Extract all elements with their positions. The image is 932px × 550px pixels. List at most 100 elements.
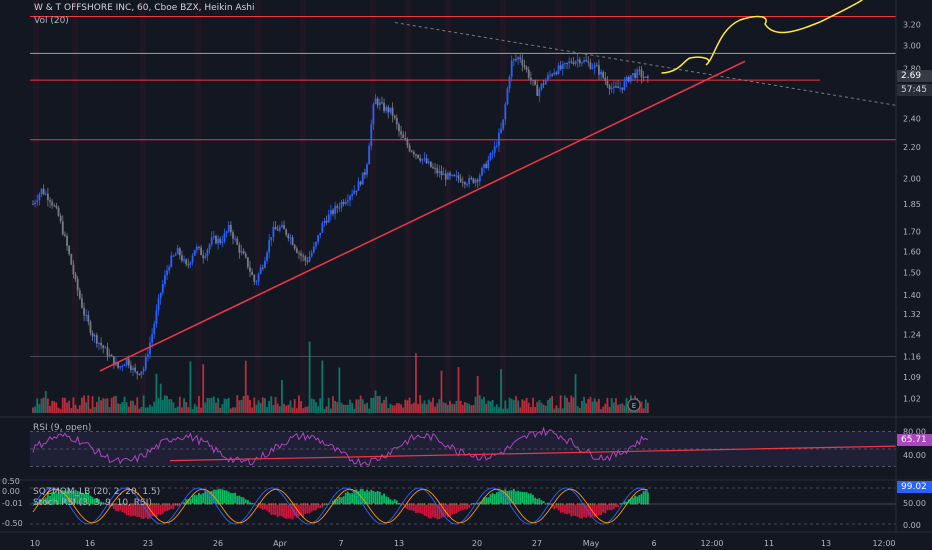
candle-body — [32, 203, 34, 205]
squeeze-histogram-bar — [640, 493, 643, 504]
volume-bar — [129, 400, 132, 413]
squeeze-dot — [283, 503, 285, 505]
time-tick-label: 13 — [394, 539, 404, 548]
candle-body — [74, 274, 77, 280]
squeeze-dot — [74, 503, 77, 505]
candle-body — [491, 152, 494, 154]
candle-body — [76, 279, 79, 291]
squeeze-dot — [270, 503, 272, 505]
candle-body — [395, 117, 398, 125]
candle-body — [255, 281, 258, 283]
squeeze-histogram-bar — [72, 490, 75, 504]
candle-body — [46, 193, 49, 201]
candle-body — [638, 69, 641, 71]
squeeze-histogram-bar — [349, 493, 351, 504]
squeeze-dot — [313, 503, 315, 505]
price-pane[interactable]: E — [30, 0, 897, 415]
candle-body — [312, 246, 315, 253]
squeeze-histogram-bar — [612, 504, 615, 509]
squeeze-dot — [262, 503, 264, 505]
candle-body — [459, 178, 462, 182]
squeeze-dot — [647, 503, 649, 505]
candle-body — [289, 237, 292, 239]
candle-body — [174, 254, 177, 256]
volume-bar — [74, 404, 77, 413]
candle-body — [127, 358, 130, 366]
squeeze-momentum-pane[interactable] — [30, 487, 896, 525]
squeeze-histogram-bar — [429, 504, 432, 519]
squeeze-histogram-bar — [78, 491, 81, 504]
volume-bar — [172, 402, 175, 413]
volume-bar — [406, 400, 409, 413]
candle-body — [563, 62, 566, 65]
squeeze-dot — [391, 503, 394, 505]
candle-body — [436, 168, 439, 174]
volume-bar — [423, 400, 426, 413]
squeeze-dot — [151, 503, 153, 505]
squeeze-dot — [249, 503, 251, 505]
squeeze-histogram-bar — [185, 499, 188, 504]
time-tick-label: 10 — [30, 539, 40, 548]
squeeze-dot — [436, 503, 438, 505]
squeeze-histogram-bar — [370, 489, 373, 504]
candle-body — [208, 244, 211, 250]
volume-bar — [317, 406, 319, 413]
rsi-pane[interactable] — [30, 426, 897, 467]
squeeze-dot — [611, 503, 613, 505]
squeeze-histogram-bar — [293, 504, 296, 517]
candle-body — [212, 235, 215, 238]
squeeze-dot — [59, 503, 62, 505]
candle-body — [336, 206, 339, 208]
candle-body — [419, 158, 422, 161]
squeeze-dot — [351, 503, 353, 505]
volume-bar — [529, 407, 532, 413]
volume-bar — [446, 405, 449, 413]
candle-body — [270, 237, 273, 241]
volume-bar — [283, 403, 285, 413]
squeeze-dot — [242, 503, 245, 505]
squeeze-dot — [187, 503, 190, 505]
squeeze-dot — [338, 503, 341, 505]
squeeze-histogram-bar — [344, 492, 347, 504]
session-band — [555, 0, 561, 415]
squeeze-histogram-bar — [317, 504, 319, 509]
squeeze-dot — [528, 503, 530, 505]
squeeze-dot — [117, 503, 119, 505]
candle-body — [151, 334, 154, 343]
squeeze-dot — [132, 503, 134, 505]
volume-bar — [521, 399, 524, 413]
candle-body — [219, 238, 222, 243]
squeeze-dot — [476, 503, 479, 505]
candle-body — [121, 366, 124, 368]
squeeze-dot — [576, 503, 579, 505]
squeeze-histogram-bar — [368, 491, 371, 504]
candle-body — [408, 145, 411, 151]
volume-bar — [95, 401, 98, 413]
volume-bar — [57, 407, 60, 413]
squeeze-histogram-bar — [623, 500, 626, 504]
volume-bar — [515, 396, 517, 413]
squeeze-dot — [317, 503, 319, 505]
candle-body — [615, 86, 617, 88]
squeeze-histogram-bar — [389, 499, 392, 504]
volume-label: Vol (20) — [34, 16, 69, 26]
squeeze-dot — [402, 503, 404, 505]
volume-bar — [410, 404, 413, 413]
squeeze-dot — [593, 503, 596, 505]
candle-body — [640, 69, 643, 78]
squeeze-dot — [202, 503, 204, 505]
session-band — [445, 0, 451, 415]
squeeze-histogram-bar — [298, 504, 300, 517]
price-tick-label: 3.20 — [903, 21, 921, 30]
squeeze-histogram-bar — [283, 504, 285, 518]
squeeze-dot — [100, 503, 102, 505]
candle-body — [502, 119, 505, 129]
squeeze-histogram-bar — [498, 491, 500, 504]
volume-bar — [310, 398, 313, 413]
volume-bar — [578, 408, 581, 413]
squeeze-histogram-bar — [529, 493, 532, 504]
volume-bar — [221, 404, 224, 413]
squeeze-dot — [228, 503, 230, 505]
squeeze-dot — [345, 503, 347, 505]
